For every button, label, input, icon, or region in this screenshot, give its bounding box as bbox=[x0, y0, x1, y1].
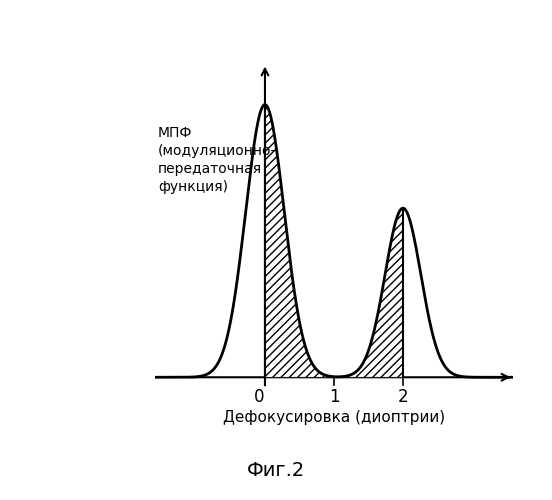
Text: 0: 0 bbox=[254, 388, 265, 406]
Text: Дефокусировка (диоптрии): Дефокусировка (диоптрии) bbox=[223, 410, 445, 425]
Text: МПФ
(модуляционно-
передаточная
функция): МПФ (модуляционно- передаточная функция) bbox=[158, 126, 277, 194]
Text: Фиг.2: Фиг.2 bbox=[247, 461, 305, 480]
Text: 1: 1 bbox=[328, 388, 339, 406]
Text: 2: 2 bbox=[397, 388, 408, 406]
